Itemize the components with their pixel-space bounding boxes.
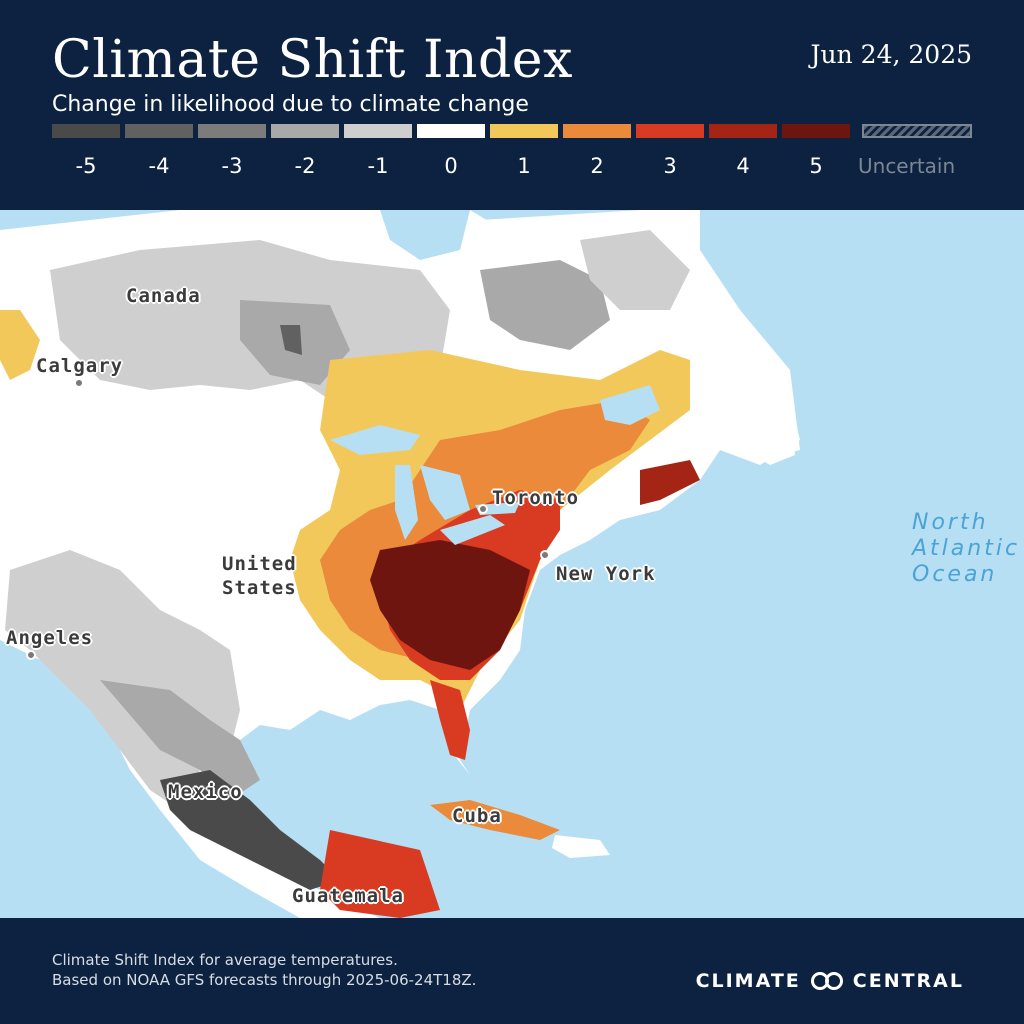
hudson-bay: [380, 210, 470, 260]
legend-label: 2: [590, 154, 604, 178]
label-north-atlantic-ocean: North Atlantic Ocean: [912, 510, 1021, 587]
legend-label: 5: [809, 154, 823, 178]
mexico-grey: [100, 680, 260, 800]
city-dot-calgary: [74, 378, 84, 388]
legend-item-minus4: -4: [125, 124, 193, 184]
legend-label: Uncertain: [858, 154, 956, 178]
legend-swatch-hatched: [862, 124, 972, 138]
legend-label: 3: [663, 154, 677, 178]
florida-red: [430, 680, 470, 760]
legend: -5 -4 -3 -2 -1 0 1 2: [52, 124, 974, 184]
footer: Climate Shift Index for average temperat…: [0, 918, 1024, 1024]
hispaniola: [552, 835, 610, 858]
legend-swatch: [563, 124, 631, 138]
lake-erie: [440, 515, 505, 545]
east-darkred: [370, 540, 530, 670]
legend-swatch: [709, 124, 777, 138]
legend-label: -4: [148, 154, 170, 178]
footnote-line-1: Climate Shift Index for average temperat…: [52, 951, 398, 969]
footnote: Climate Shift Index for average temperat…: [52, 950, 476, 990]
cuba: [430, 800, 560, 840]
maritimes-red: [640, 460, 700, 505]
linked-rings-icon: [809, 971, 845, 991]
lake-superior: [330, 425, 420, 455]
date-label: Jun 24, 2025: [810, 40, 973, 69]
brand-text-left: CLIMATE: [695, 970, 801, 992]
label-los-angeles: Angeles: [6, 627, 94, 649]
legend-swatch: [782, 124, 850, 138]
legend-swatch: [636, 124, 704, 138]
label-cuba: Cuba: [452, 805, 502, 827]
legend-label: -2: [294, 154, 316, 178]
legend-item-5: 5: [782, 124, 850, 184]
legend-item-3: 3: [636, 124, 704, 184]
legend-swatch: [490, 124, 558, 138]
label-united-states: United States: [222, 553, 297, 599]
gulf-st-lawrence: [600, 385, 660, 425]
label-calgary: Calgary: [36, 355, 124, 377]
lake-michigan: [395, 465, 418, 540]
city-dot-los-angeles: [26, 650, 36, 660]
legend-label: -1: [367, 154, 389, 178]
header: Climate Shift Index Jun 24, 2025 Change …: [0, 0, 1024, 210]
brand-text-right: CENTRAL: [852, 970, 964, 992]
city-dot-toronto: [478, 504, 488, 514]
legend-item-0: 0: [417, 124, 485, 184]
legend-item-4: 4: [709, 124, 777, 184]
quebec-grey: [480, 260, 610, 350]
city-dot-new-york: [540, 550, 550, 560]
label-canada: Canada: [126, 285, 201, 307]
legend-label: 4: [736, 154, 750, 178]
legend-swatch: [271, 124, 339, 138]
land-newfoundland: [725, 380, 795, 465]
canada-grey-dark: [280, 325, 302, 355]
map[interactable]: Canada Calgary United States Angeles Tor…: [0, 210, 1024, 918]
legend-item-2: 2: [563, 124, 631, 184]
mexico-dark: [160, 770, 340, 890]
map-canvas: [0, 210, 800, 918]
lake-huron: [420, 465, 470, 520]
quebec-grey-light: [580, 230, 690, 310]
legend-label: 0: [444, 154, 458, 178]
legend-label: -3: [221, 154, 243, 178]
legend-label: -5: [75, 154, 97, 178]
label-toronto: Toronto: [492, 487, 580, 509]
label-guatemala: Guatemala: [292, 885, 404, 907]
legend-swatch: [344, 124, 412, 138]
subtitle: Change in likelihood due to climate chan…: [52, 92, 529, 117]
caribbean-red: [320, 830, 440, 918]
legend-item-minus5: -5: [52, 124, 120, 184]
legend-item-minus2: -2: [271, 124, 339, 184]
legend-label: 1: [517, 154, 531, 178]
label-mexico: Mexico: [168, 781, 243, 803]
legend-item-minus1: -1: [344, 124, 412, 184]
footnote-line-2: Based on NOAA GFS forecasts through 2025…: [52, 971, 477, 989]
west-yellow-patch: [0, 310, 40, 380]
legend-swatch: [52, 124, 120, 138]
legend-item-minus3: -3: [198, 124, 266, 184]
legend-swatch: [198, 124, 266, 138]
legend-swatch: [417, 124, 485, 138]
legend-swatch: [125, 124, 193, 138]
label-new-york: New York: [556, 563, 656, 585]
legend-item-1: 1: [490, 124, 558, 184]
legend-item-uncertain: Uncertain: [858, 124, 972, 184]
brand-logo: CLIMATE CENTRAL: [696, 970, 964, 992]
page-title: Climate Shift Index: [52, 30, 573, 90]
